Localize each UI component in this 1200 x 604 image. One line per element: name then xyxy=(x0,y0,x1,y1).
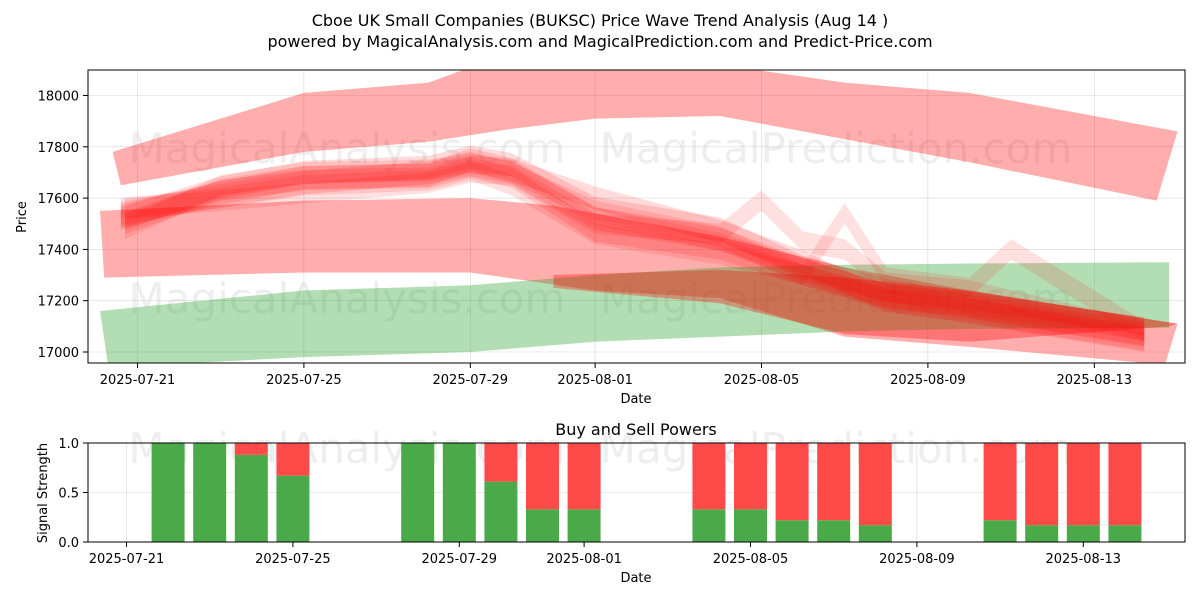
lower-red-band xyxy=(553,269,1178,342)
buy-bar xyxy=(983,520,1017,542)
sell-bar xyxy=(234,443,268,455)
buy-bar xyxy=(775,520,809,542)
buy-bar xyxy=(484,481,518,542)
buy-bar xyxy=(193,443,227,542)
buy-bar xyxy=(526,509,559,542)
top-x-tick-label: 2025-08-01 xyxy=(557,373,633,388)
buy-bar xyxy=(234,454,268,542)
buy-sell-power-chart: Buy and Sell Powers MagicalAnalysis.comM… xyxy=(36,420,1186,586)
sell-bar xyxy=(775,443,809,521)
top-y-axis-label: Price xyxy=(15,201,30,233)
green-band xyxy=(100,262,1170,363)
sell-bar xyxy=(1066,443,1100,526)
top-x-tick-label: 2025-07-25 xyxy=(266,373,342,388)
buy-bar xyxy=(692,509,726,542)
price-wave-chart: MagicalAnalysis.com MagicalPrediction.com… xyxy=(15,69,1186,407)
top-x-tick-label: 2025-08-09 xyxy=(890,373,966,388)
top-grid xyxy=(88,70,1185,363)
buy-bar xyxy=(401,443,435,542)
buy-bar xyxy=(1066,525,1100,542)
chart-subtitle: powered by MagicalAnalysis.com and Magic… xyxy=(267,32,932,51)
top-x-tick-label: 2025-08-13 xyxy=(1057,373,1133,388)
bottom-y-tick-label: 0.5 xyxy=(58,487,79,502)
bottom-x-axis: 2025-07-21 2025-07-25 2025-07-29 2025-08-01… xyxy=(89,542,1121,567)
bottom-y-axis-label: Signal Strength xyxy=(36,443,51,543)
buy-bar xyxy=(442,443,476,542)
watermark-text: MagicalPrediction.com xyxy=(600,124,1073,173)
top-y-tick-label: 17400 xyxy=(38,243,79,258)
top-y-tick-label: 17600 xyxy=(38,192,79,207)
bottom-x-tick-label: 2025-08-01 xyxy=(546,552,622,567)
top-x-axis-label: Date xyxy=(620,392,651,407)
top-x-tick-label: 2025-07-21 xyxy=(100,373,176,388)
buy-bar xyxy=(734,509,767,542)
buy-bar xyxy=(1025,525,1059,542)
watermark-text: MagicalAnalysis.com xyxy=(129,124,566,173)
buy-bar xyxy=(276,475,310,542)
sell-bar xyxy=(692,443,726,510)
chart-title: Cboe UK Small Companies (BUKSC) Price Wa… xyxy=(312,11,889,30)
bottom-x-tick-label: 2025-08-09 xyxy=(879,552,955,567)
bottom-chart-title: Buy and Sell Powers xyxy=(555,420,717,439)
buy-bar xyxy=(567,509,601,542)
bottom-x-tick-label: 2025-07-29 xyxy=(422,552,498,567)
sell-bar xyxy=(1108,443,1142,526)
bottom-y-tick-label: 0.0 xyxy=(58,536,79,551)
watermark-text: MagicalPrediction.com xyxy=(600,274,1073,323)
sell-bar xyxy=(1025,443,1059,526)
sell-bar xyxy=(526,443,559,510)
upper-red-band xyxy=(112,70,1178,201)
bottom-y-axis: 0.0 0.5 1.0 xyxy=(58,437,88,551)
bottom-x-axis-label: Date xyxy=(620,571,651,586)
sell-bar xyxy=(276,443,310,476)
buy-bar xyxy=(817,520,851,542)
top-y-axis: 17000 17200 17400 17600 17800 18000 xyxy=(38,90,88,361)
sell-bar xyxy=(567,443,601,510)
wave-1 xyxy=(120,145,1145,341)
middle-red-band xyxy=(100,198,1178,363)
top-plot-frame xyxy=(87,69,1186,364)
top-watermarks: MagicalAnalysis.com MagicalPrediction.com… xyxy=(129,124,1073,323)
bottom-x-tick-label: 2025-07-21 xyxy=(89,552,165,567)
top-x-axis: 2025-07-21 2025-07-25 2025-07-29 2025-08-01… xyxy=(100,363,1132,388)
wave-8 xyxy=(125,155,1145,336)
sell-bar xyxy=(983,443,1017,521)
sell-bar xyxy=(858,443,892,526)
top-y-tick-label: 17200 xyxy=(38,295,79,310)
top-y-tick-label: 17800 xyxy=(38,141,79,156)
buy-bar xyxy=(151,443,185,542)
top-x-tick-label: 2025-08-05 xyxy=(724,373,800,388)
watermark-text: MagicalAnalysis.com xyxy=(129,274,566,323)
sell-bar xyxy=(734,443,767,510)
bottom-x-tick-label: 2025-07-25 xyxy=(255,552,331,567)
top-y-tick-label: 18000 xyxy=(38,90,79,105)
sell-bar xyxy=(484,443,518,482)
bottom-x-tick-label: 2025-08-05 xyxy=(713,552,789,567)
wave-2 xyxy=(120,153,1145,346)
bottom-y-tick-label: 1.0 xyxy=(58,437,79,452)
buy-bar xyxy=(1108,525,1142,542)
sell-bar xyxy=(817,443,851,521)
wave-3 xyxy=(125,157,1145,347)
wave-6 xyxy=(120,148,1145,351)
signal-bars xyxy=(151,443,1142,542)
top-x-tick-label: 2025-07-29 xyxy=(433,373,509,388)
bottom-x-tick-label: 2025-08-13 xyxy=(1046,552,1122,567)
wave-7 xyxy=(120,159,1145,352)
price-waves xyxy=(120,145,1145,352)
buy-bar xyxy=(858,525,892,542)
price-bands xyxy=(100,70,1178,363)
top-y-tick-label: 17000 xyxy=(38,346,79,361)
